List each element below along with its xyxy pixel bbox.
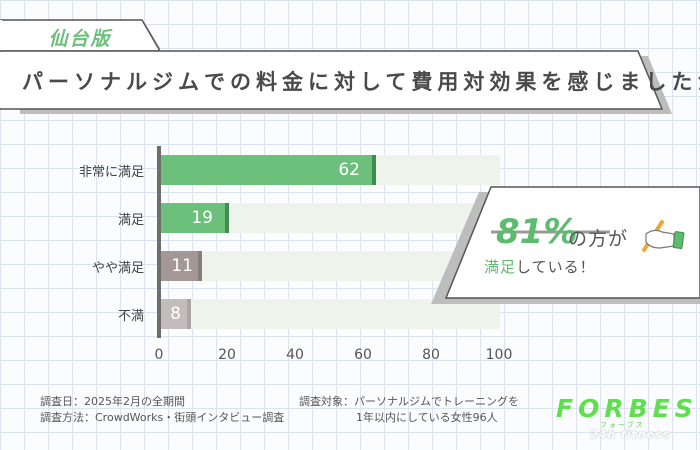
callout-box [431, 186, 700, 304]
bar-value: 8 [170, 304, 181, 324]
x-tick: 40 [286, 347, 304, 363]
edition-tab [0, 19, 160, 51]
callout-highlight: 満足 [484, 258, 517, 276]
bar-dissatisfied: 8 [161, 299, 191, 329]
survey-date: 調査日：2025年2月の全期間 [40, 395, 185, 408]
bar-value: 62 [338, 160, 360, 180]
writing-hand-icon [642, 220, 685, 252]
bar-very-satisfied: 62 [161, 155, 376, 185]
x-tick: 0 [154, 347, 164, 363]
category-label: 非常に満足 [78, 165, 144, 180]
page-title: パーソナルジムでの料金に対して費用対効果を感じましたか？ [22, 70, 700, 94]
category-label: 満足 [117, 213, 144, 228]
edition-label: 仙台版 [48, 28, 112, 50]
bar-value: 19 [191, 208, 213, 228]
survey-target-line1: 調査対象：パーソナルジムでトレーニングを [299, 395, 519, 408]
bar-value: 11 [171, 256, 193, 276]
brand-logo-sub: 24h fitness [590, 428, 671, 441]
survey-method: 調査方法：CrowdWorks・街頭インタビュー調査 [40, 411, 285, 424]
brand-logo-kana: フォーブス [600, 421, 645, 429]
brand-logo: FORBES [556, 394, 698, 423]
x-tick: 60 [354, 347, 372, 363]
callout-text-line1: の方が [568, 228, 629, 250]
x-tick: 100 [485, 347, 513, 363]
callout-percent: 81% [496, 212, 578, 252]
callout-rest: している！ [516, 258, 596, 276]
y-axis-line [157, 146, 161, 338]
category-label: 不満 [117, 309, 144, 324]
category-label: やや満足 [91, 261, 144, 276]
x-tick: 80 [422, 347, 440, 363]
callout-text-line2: 満足している！ [484, 256, 596, 277]
title-banner [0, 50, 672, 114]
survey-target-line2: 1年以内にしている女性96人 [356, 411, 498, 424]
x-tick: 20 [218, 347, 236, 363]
bar-satisfied: 19 [161, 203, 229, 233]
bar-somewhat-satisfied: 11 [161, 251, 202, 281]
